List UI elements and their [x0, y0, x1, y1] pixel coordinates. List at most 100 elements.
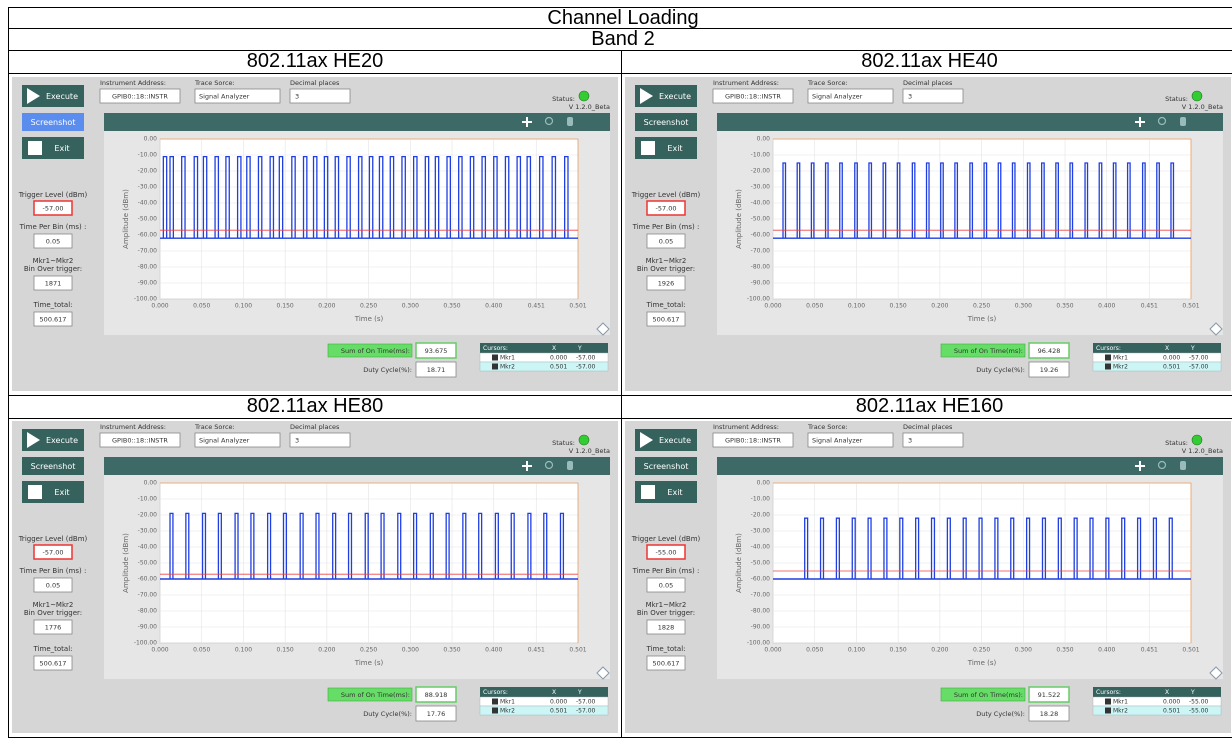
y-tick-label: -80.00 [138, 264, 158, 271]
trace-pulse [250, 512, 255, 579]
x-tick-label: 0.050 [193, 303, 210, 310]
trigger-level-box [646, 200, 686, 216]
trigger-level-box [33, 544, 73, 560]
y-tick-label: -20.00 [138, 168, 158, 175]
cursor-table-title: Cursors: [483, 345, 508, 352]
trace-pulse [559, 512, 565, 579]
compass-icon[interactable] [596, 322, 610, 336]
sum-value: 96.428 [1038, 347, 1061, 355]
y-tick-label: -60.00 [751, 232, 771, 239]
address-value: GPIB0::18::INSTR [112, 93, 168, 101]
screenshot-button[interactable] [22, 113, 84, 131]
trace-pulse [504, 155, 510, 239]
sum-box [415, 342, 457, 359]
execute-button[interactable] [22, 85, 84, 107]
crosshair-icon[interactable] [1135, 461, 1145, 471]
time-per-bin-box [646, 577, 686, 593]
x-tick-label: 0.050 [193, 647, 210, 654]
bin-over-label: Bin Over trigger: [637, 265, 695, 273]
y-axis-label: Amplitude (dBm) [122, 533, 130, 593]
cursor-y-header: Y [577, 689, 582, 696]
duty-label: Duty Cycle(%): [976, 366, 1025, 374]
chart-toolbar [717, 113, 1223, 131]
status-label: Status: [552, 95, 575, 103]
trace-pulse [1073, 517, 1078, 579]
trace-pulse [1098, 162, 1103, 239]
decimal-places-value: 3 [295, 93, 299, 101]
x-tick-label: 0.200 [318, 303, 335, 310]
zoom-icon[interactable] [1157, 116, 1167, 126]
trace-pulse [1121, 517, 1126, 579]
execute-button[interactable] [22, 429, 84, 451]
y-tick-label: -100.00 [134, 296, 157, 303]
x-tick-label: 0.501 [569, 303, 586, 310]
trace-pulse [994, 517, 999, 579]
x-tick-label: 0.100 [235, 647, 252, 654]
pan-icon[interactable] [567, 117, 573, 126]
zoom-icon[interactable] [544, 460, 554, 470]
y-tick-label: -90.00 [751, 624, 771, 631]
screenshot-button[interactable] [22, 457, 84, 475]
crosshair-icon[interactable] [522, 461, 532, 471]
time-per-bin-value: 0.05 [659, 582, 673, 590]
time-total-label: Time_total: [646, 301, 686, 309]
trace-pulse [214, 155, 220, 239]
cursor-table-title: Cursors: [1096, 345, 1121, 352]
band-cell: Band 2 [8, 28, 1232, 51]
trace-pulse [915, 517, 920, 579]
exit-icon [28, 485, 42, 499]
crosshair-icon[interactable] [522, 117, 532, 127]
x-tick-label: 0.050 [806, 303, 823, 310]
cursor-x-header: X [552, 689, 556, 696]
pan-icon[interactable] [567, 461, 573, 470]
execute-button[interactable] [635, 85, 697, 107]
trace-pulse [516, 155, 522, 239]
trace-pulse [478, 512, 483, 579]
zoom-icon[interactable] [544, 116, 554, 126]
pan-icon[interactable] [1180, 117, 1186, 126]
time-per-bin-label: Time Per Bin (ms) : [632, 223, 700, 231]
cursor-y-header: Y [1190, 689, 1195, 696]
play-icon [640, 88, 653, 104]
compass-icon[interactable] [596, 666, 610, 680]
trace-pulse [1069, 162, 1074, 239]
crosshair-icon[interactable] [1135, 117, 1145, 127]
version-label: V 1.2.0_Beta [569, 447, 610, 455]
decimal-places-value: 3 [908, 437, 912, 445]
trace-pulse [266, 512, 272, 579]
zoom-icon[interactable] [1157, 460, 1167, 470]
trace-pulse [782, 162, 787, 239]
duty-box [415, 361, 457, 378]
x-tick-label: 0.100 [848, 647, 865, 654]
cursor-cell: -55.00 [1189, 708, 1209, 715]
trigger-level-box [33, 200, 73, 216]
pan-icon[interactable] [1180, 461, 1186, 470]
screenshot-button[interactable] [635, 457, 697, 475]
trace-pulse [1026, 162, 1031, 239]
y-tick-label: -80.00 [751, 608, 771, 615]
cursor-cell: 0.000 [550, 699, 567, 706]
trace-pulse [538, 155, 544, 239]
trace-pulse [810, 162, 815, 239]
y-tick-label: -100.00 [747, 296, 770, 303]
trace-pulse [462, 512, 467, 579]
compass-icon[interactable] [1209, 666, 1223, 680]
execute-button[interactable] [635, 429, 697, 451]
cursor-cell: -57.00 [576, 708, 596, 715]
x-tick-label: 0.501 [1182, 303, 1199, 310]
y-tick-label: -30.00 [751, 528, 771, 535]
sum-label-bg [327, 687, 413, 702]
time-total-value: 500.617 [40, 660, 67, 668]
time-total-box [646, 311, 686, 327]
compass-icon[interactable] [1209, 322, 1223, 336]
time-per-bin-box [646, 233, 686, 249]
trace-pulse [824, 162, 829, 239]
time-total-label: Time_total: [646, 645, 686, 653]
trace-pulse [868, 162, 873, 239]
status-label: Status: [1165, 439, 1188, 447]
screenshot-button[interactable] [635, 113, 697, 131]
cursor-swatch [492, 363, 498, 370]
trigger-level-value: -55.00 [656, 549, 677, 557]
bin-over-box [33, 619, 73, 635]
